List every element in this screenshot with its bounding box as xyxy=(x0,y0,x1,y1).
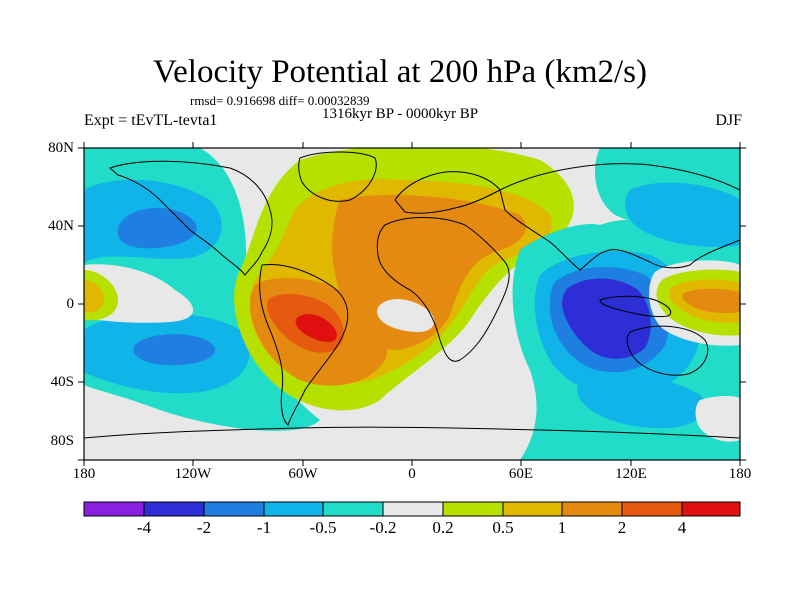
colorbar-label: 0.5 xyxy=(492,518,514,537)
coastline-africa xyxy=(376,217,510,362)
colorbar-box-1 xyxy=(143,501,205,517)
colorbar-label: -0.5 xyxy=(309,518,337,537)
colorbar-label: -4 xyxy=(136,518,152,537)
lat-label-80n: 80N xyxy=(48,140,74,156)
lat-label-80s: 80S xyxy=(50,433,74,449)
lon-label-180e: 180 xyxy=(728,466,752,482)
contour-neutral-south-indian xyxy=(695,395,740,442)
colorbar-box-4 xyxy=(322,501,384,517)
contour-neg3-pacific-north xyxy=(117,207,197,249)
contour-field xyxy=(84,148,740,460)
colorbar-box-8 xyxy=(561,501,623,517)
coastline-south-america xyxy=(259,263,349,426)
contour-pos3-west-pacific xyxy=(682,288,740,314)
lat-label-40s: 40S xyxy=(50,374,74,390)
colorbar xyxy=(83,501,741,517)
coastline-australia xyxy=(626,325,709,376)
contour-pos2-dateline xyxy=(84,280,105,313)
colorbar-box-6 xyxy=(442,501,504,517)
coastlines xyxy=(84,151,740,439)
coastline-asia xyxy=(499,163,740,271)
contour-neg2-northeast xyxy=(625,182,740,247)
contour-neutral-atlantic-south xyxy=(410,357,513,460)
colorbar-label: -0.2 xyxy=(369,518,397,537)
colorbar-box-2 xyxy=(203,501,265,517)
lon-label-120w: 120W xyxy=(174,466,212,482)
colorbar-box-9 xyxy=(621,501,683,517)
colorbar-box-5 xyxy=(382,501,444,517)
lon-label-0: 0 xyxy=(408,466,416,482)
lon-label-60e: 60E xyxy=(508,466,534,482)
experiment-label: Expt = tEvTL-tevta1 xyxy=(84,112,218,129)
contour-neg2-south-indian xyxy=(577,375,706,429)
coastline-antarctica xyxy=(84,426,740,439)
coastline-north-america xyxy=(109,160,273,276)
colorbar-box-10 xyxy=(681,501,741,517)
contour-neg3-pacific-south xyxy=(133,334,216,366)
colorbar-label: 0.2 xyxy=(432,518,454,537)
coastline-greenland xyxy=(298,151,377,202)
contour-pos5-samerica xyxy=(295,314,337,342)
stats-label: rmsd= 0.916698 diff= 0.00032839 xyxy=(190,93,370,108)
lat-label-40n: 40N xyxy=(48,218,74,234)
lon-label-60w: 60W xyxy=(288,466,318,482)
lon-label-180w: 180 xyxy=(72,466,96,482)
page-title: Velocity Potential at 200 hPa (km2/s) xyxy=(152,54,648,90)
coastline-indonesia xyxy=(599,295,672,317)
contour-neg4-indian xyxy=(562,278,651,359)
colorbar-label: -2 xyxy=(196,518,212,537)
season-label: DJF xyxy=(715,112,742,129)
colorbar-box-0 xyxy=(83,501,145,517)
colorbar-box-3 xyxy=(263,501,324,517)
colorbar-label: 4 xyxy=(677,518,687,537)
contour-neutral-atlantic-gap xyxy=(376,299,435,333)
colorbar-label: 1 xyxy=(557,518,567,537)
period-label: 1316kyr BP - 0000kyr BP xyxy=(321,106,479,122)
colorbar-label: -1 xyxy=(256,518,272,537)
lon-label-120e: 120E xyxy=(615,466,647,482)
colorbar-box-7 xyxy=(502,501,563,517)
lat-label-0: 0 xyxy=(66,296,75,312)
axis-ticks xyxy=(78,142,746,466)
colorbar-label: 2 xyxy=(617,518,627,537)
